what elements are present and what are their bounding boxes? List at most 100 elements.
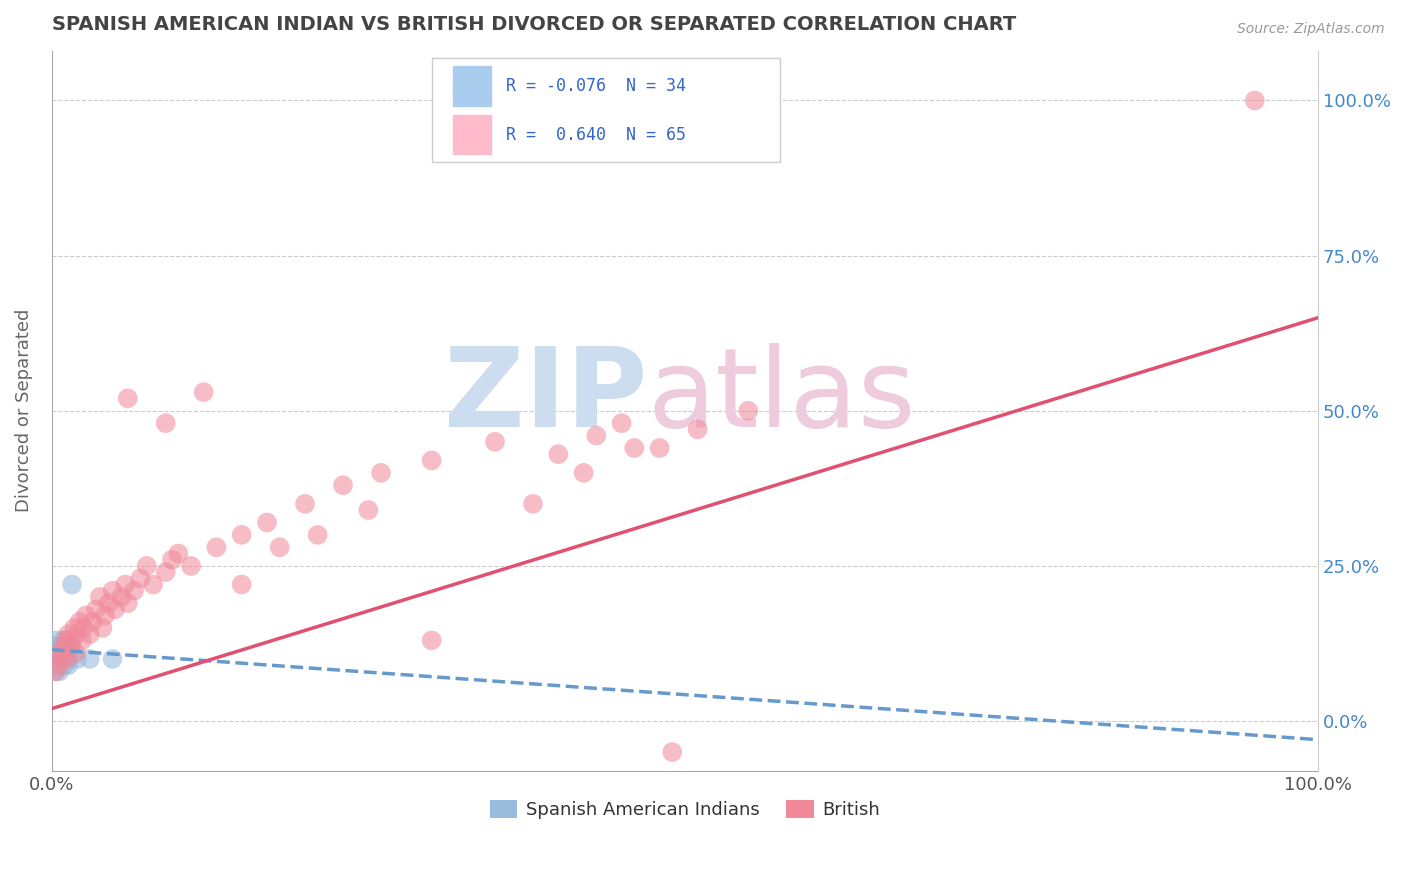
Point	[256, 516, 278, 530]
Point	[269, 541, 291, 555]
FancyBboxPatch shape	[432, 58, 780, 162]
Point	[45, 646, 67, 660]
Point	[110, 590, 132, 604]
Point	[205, 541, 228, 555]
Point	[48, 665, 70, 679]
Point	[58, 627, 80, 641]
Point	[51, 658, 73, 673]
Point	[114, 577, 136, 591]
Point	[45, 652, 67, 666]
Point	[51, 646, 73, 660]
Point	[97, 596, 120, 610]
Point	[66, 627, 89, 641]
Point	[48, 646, 70, 660]
Point	[104, 602, 127, 616]
Point	[56, 652, 79, 666]
Point	[117, 392, 139, 406]
Text: R = -0.076  N = 34: R = -0.076 N = 34	[506, 77, 686, 95]
Point	[585, 428, 607, 442]
Point	[231, 577, 253, 591]
Point	[46, 652, 69, 666]
Point	[648, 441, 671, 455]
Point	[101, 652, 124, 666]
Point	[79, 652, 101, 666]
Point	[167, 547, 190, 561]
Point	[42, 640, 65, 654]
Point	[332, 478, 354, 492]
Point	[91, 621, 114, 635]
Point	[55, 640, 77, 654]
Point	[661, 745, 683, 759]
Point	[58, 658, 80, 673]
Point	[89, 590, 111, 604]
Point	[46, 640, 69, 654]
FancyBboxPatch shape	[453, 115, 491, 154]
Point	[49, 652, 72, 666]
Point	[53, 646, 76, 660]
Point	[357, 503, 380, 517]
Point	[55, 652, 77, 666]
Point	[94, 608, 117, 623]
Point	[79, 627, 101, 641]
Point	[52, 633, 75, 648]
Point	[66, 652, 89, 666]
Point	[72, 621, 94, 635]
Text: atlas: atlas	[647, 343, 915, 450]
Point	[420, 633, 443, 648]
Point	[45, 665, 67, 679]
Point	[370, 466, 392, 480]
Point	[142, 577, 165, 591]
Point	[45, 640, 67, 654]
Point	[135, 558, 157, 573]
Point	[49, 640, 72, 654]
Point	[52, 640, 75, 654]
Point	[484, 434, 506, 449]
Point	[51, 652, 73, 666]
Point	[45, 658, 67, 673]
Point	[48, 646, 70, 660]
Point	[59, 640, 82, 654]
Point	[547, 447, 569, 461]
Text: ZIP: ZIP	[443, 343, 647, 450]
Point	[294, 497, 316, 511]
Point	[45, 633, 67, 648]
Y-axis label: Divorced or Separated: Divorced or Separated	[15, 309, 32, 512]
Point	[65, 646, 87, 660]
Point	[69, 615, 91, 629]
Point	[56, 646, 79, 660]
Point	[52, 652, 75, 666]
Point	[122, 583, 145, 598]
Point	[45, 665, 67, 679]
Point	[75, 608, 97, 623]
FancyBboxPatch shape	[453, 66, 491, 106]
Text: SPANISH AMERICAN INDIAN VS BRITISH DIVORCED OR SEPARATED CORRELATION CHART: SPANISH AMERICAN INDIAN VS BRITISH DIVOR…	[52, 15, 1017, 34]
Point	[420, 453, 443, 467]
Point	[70, 633, 93, 648]
Point	[129, 571, 152, 585]
Point	[42, 652, 65, 666]
Point	[53, 646, 76, 660]
Point	[193, 385, 215, 400]
Point	[231, 528, 253, 542]
Point	[55, 633, 77, 648]
Point	[60, 577, 83, 591]
Point	[522, 497, 544, 511]
Legend: Spanish American Indians, British: Spanish American Indians, British	[482, 793, 887, 827]
Point	[117, 596, 139, 610]
Point	[307, 528, 329, 542]
Point	[44, 646, 66, 660]
Point	[180, 558, 202, 573]
Point	[1243, 94, 1265, 108]
Point	[155, 416, 177, 430]
Point	[155, 565, 177, 579]
Point	[82, 615, 104, 629]
Point	[58, 652, 80, 666]
Point	[101, 583, 124, 598]
Point	[686, 422, 709, 436]
Point	[610, 416, 633, 430]
Point	[160, 552, 183, 566]
Point	[53, 658, 76, 673]
Point	[737, 403, 759, 417]
Point	[46, 658, 69, 673]
Point	[42, 658, 65, 673]
